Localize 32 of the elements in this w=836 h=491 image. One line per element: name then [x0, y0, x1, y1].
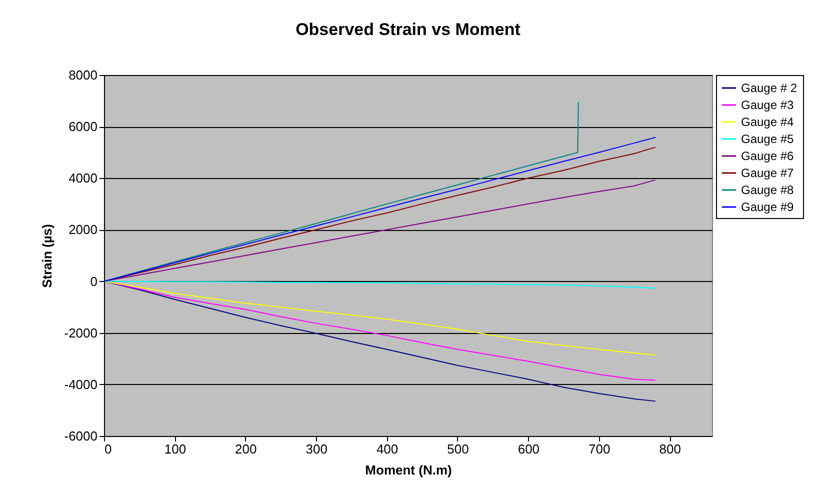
x-tick-label: 600 — [518, 442, 540, 456]
line-series — [104, 280, 656, 356]
y-tick-label: -6000 — [64, 428, 98, 444]
y-tick-label: 4000 — [68, 170, 98, 186]
line-series — [104, 280, 656, 381]
x-axis-title: Moment (N.m) — [365, 462, 452, 478]
y-tick-label: 2000 — [68, 222, 98, 238]
legend-label: Gauge #7 — [741, 166, 794, 180]
legend-label: Gauge # 2 — [741, 81, 798, 95]
x-tick-label: 500 — [447, 442, 469, 456]
chart-title: Observed Strain vs Moment — [296, 20, 521, 39]
x-tick-label: 400 — [376, 442, 398, 456]
x-tick-label: 0 — [104, 442, 112, 456]
y-tick-label: -4000 — [64, 376, 98, 392]
x-tick-label: 700 — [588, 442, 610, 456]
y-tick-label: 6000 — [68, 119, 98, 134]
line-series — [104, 280, 656, 289]
y-tick-label: -2000 — [64, 325, 98, 340]
line-series — [104, 179, 656, 282]
y-tick-label: 0 — [90, 274, 98, 289]
x-tick-label: 200 — [235, 442, 257, 456]
legend-label: Gauge #4 — [741, 115, 794, 129]
y-tick-label: 8000 — [68, 68, 98, 82]
x-tick-label: 300 — [306, 442, 328, 456]
x-tick-label: 100 — [164, 442, 186, 456]
legend-label: Gauge #3 — [741, 98, 794, 112]
legend-label: Gauge #6 — [741, 149, 794, 163]
legend-label: Gauge #8 — [741, 183, 794, 197]
legend-label: Gauge #5 — [741, 132, 794, 146]
x-tick-label: 800 — [659, 442, 681, 456]
legend-label: Gauge #9 — [741, 200, 794, 214]
y-axis-title: Strain (µs) — [39, 224, 54, 288]
